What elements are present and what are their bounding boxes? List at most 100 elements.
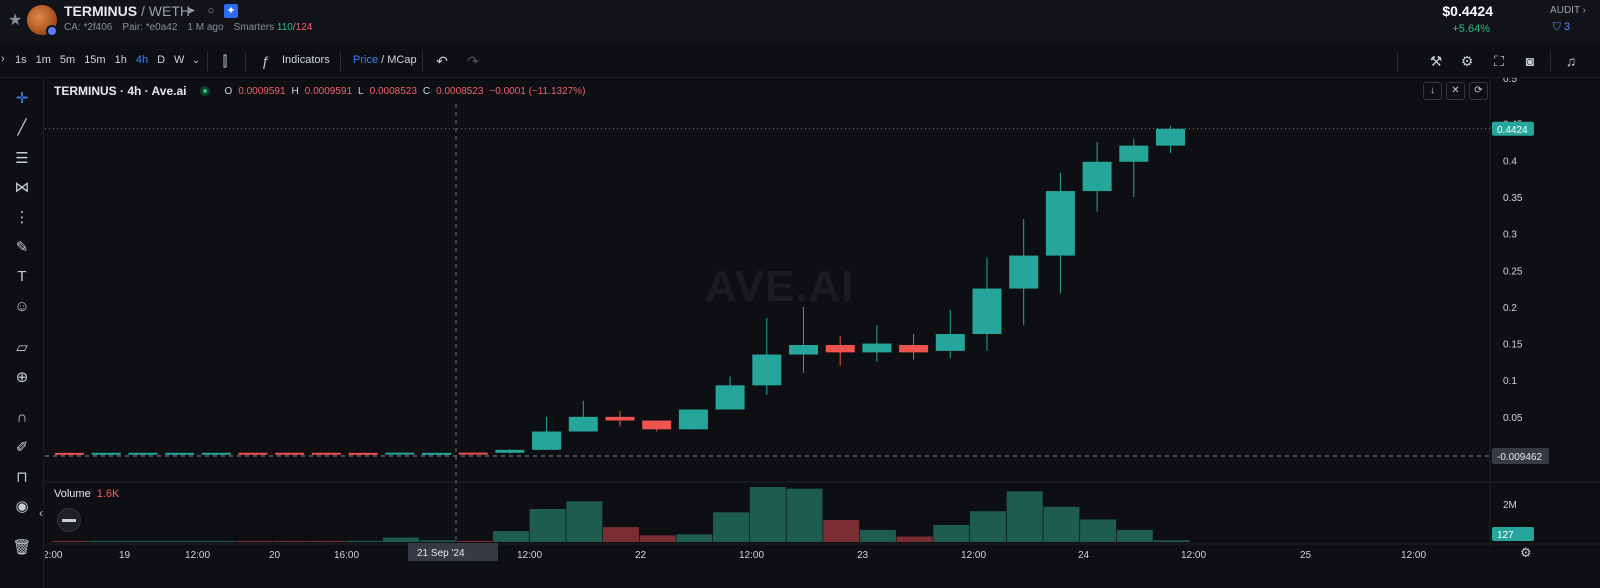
status-dot-icon bbox=[200, 86, 211, 96]
interval-15m[interactable]: 15m bbox=[84, 54, 106, 66]
chevron-left-icon[interactable]: ‹ bbox=[39, 506, 43, 520]
candle-body bbox=[238, 452, 268, 455]
chart-canvas[interactable]: 0.450.40.350.30.250.20.150.10.050.52M2:0… bbox=[43, 74, 1600, 588]
smarters-stat[interactable]: Smarters 110/124 bbox=[233, 22, 313, 33]
volume-bar bbox=[529, 509, 566, 542]
ruler-icon[interactable]: ▱ bbox=[16, 339, 28, 356]
volume-bar bbox=[566, 501, 603, 542]
volume-bar bbox=[676, 534, 713, 542]
price-chart[interactable]: 0.450.40.350.30.250.20.150.10.050.52M2:0… bbox=[39, 74, 1600, 588]
trend-line-icon[interactable]: ╱ bbox=[17, 119, 27, 136]
horizontal-lines-icon[interactable]: ☰ bbox=[15, 150, 29, 167]
price-mcap-toggle[interactable]: Price / MCap bbox=[353, 54, 417, 66]
magnet-icon[interactable]: ∩ bbox=[16, 409, 28, 426]
redo-icon[interactable]: ↷ bbox=[467, 53, 479, 69]
current-price: $0.4424 bbox=[1442, 3, 1493, 19]
volume-bar bbox=[309, 541, 346, 542]
twitter-icon[interactable]: ✦ bbox=[224, 4, 238, 18]
fx-icon[interactable]: ƒ bbox=[261, 53, 269, 69]
x-tick-label: 12:00 bbox=[517, 550, 542, 561]
volume-bar bbox=[970, 511, 1006, 542]
volume-bar bbox=[382, 537, 419, 542]
candle-body bbox=[532, 431, 562, 450]
interval-1m[interactable]: 1m bbox=[35, 54, 51, 66]
audit-count-value: 3 bbox=[1563, 21, 1570, 33]
crosshair-icon[interactable]: ✛ bbox=[15, 90, 29, 107]
candle-body bbox=[1156, 128, 1185, 146]
interval-D[interactable]: D bbox=[157, 54, 166, 66]
candle-body bbox=[605, 416, 635, 421]
eye-icon[interactable]: ◉ bbox=[15, 498, 29, 515]
arrow-down-icon[interactable]: ↓ bbox=[1423, 82, 1442, 100]
chevron-down-icon[interactable]: ⌄ bbox=[191, 55, 201, 66]
zoom-in-icon[interactable]: ⊕ bbox=[15, 369, 29, 386]
candle-body bbox=[385, 452, 415, 455]
interval-W[interactable]: W bbox=[174, 54, 185, 66]
audit-count[interactable]: ⛉ 3 bbox=[1553, 21, 1570, 34]
fullscreen-icon[interactable]: ⛶ bbox=[1494, 53, 1504, 69]
price-option[interactable]: Price bbox=[353, 54, 379, 66]
contract-address[interactable]: CA: *2f406 bbox=[64, 22, 113, 33]
low-value: 0.0008523 bbox=[369, 85, 417, 97]
trash-icon[interactable]: 🗑 bbox=[12, 539, 32, 556]
volume-legend: Volume 1.6K bbox=[54, 488, 119, 500]
interval-1s[interactable]: 1s bbox=[15, 54, 27, 66]
interval-5m[interactable]: 5m bbox=[59, 54, 76, 66]
y-tick-label: 0.05 bbox=[1503, 413, 1523, 424]
volume-bar bbox=[125, 541, 162, 542]
token-name: TERMINUS bbox=[64, 3, 138, 19]
pattern-icon[interactable]: ⋈ bbox=[14, 179, 30, 196]
y-tick-label: 0.2 bbox=[1503, 303, 1517, 314]
collapse-icon[interactable]: ✕ bbox=[1446, 82, 1465, 100]
volume-last-tag bbox=[1492, 527, 1534, 541]
lock-drawing-icon[interactable]: ✐ bbox=[15, 439, 29, 456]
volume-bar bbox=[419, 540, 456, 542]
volume-bar bbox=[199, 541, 236, 542]
x-tick-label: 12:00 bbox=[1181, 550, 1206, 561]
candle-body bbox=[165, 452, 195, 455]
pair-suffix: / WETH bbox=[137, 3, 191, 19]
fib-icon[interactable]: ⋮ bbox=[14, 209, 30, 226]
toolbar-divider bbox=[207, 51, 208, 71]
candle-body bbox=[935, 334, 965, 351]
interval-1h[interactable]: 1h bbox=[114, 54, 127, 66]
candle-body bbox=[422, 452, 451, 455]
candle-body bbox=[678, 409, 708, 430]
candle-body bbox=[495, 449, 525, 453]
text-icon[interactable]: T bbox=[17, 268, 27, 285]
volume-last-label: 127 bbox=[1497, 530, 1514, 541]
telegram-icon[interactable]: ➤ bbox=[186, 5, 196, 17]
candle-body bbox=[1009, 255, 1039, 289]
tools-icon[interactable]: ⚒ bbox=[1429, 53, 1443, 69]
indicators-button[interactable]: Indicators bbox=[282, 54, 330, 66]
volume-bar bbox=[492, 531, 529, 542]
axis-settings-icon[interactable]: ⚙ bbox=[1520, 545, 1532, 560]
volume-axis-label: 2M bbox=[1503, 500, 1517, 511]
x-tick-label: 23 bbox=[857, 550, 869, 561]
emoji-icon[interactable]: ☺ bbox=[14, 298, 30, 315]
volume-label: Volume bbox=[54, 488, 91, 500]
chart-toolbar: › 1s 1m 5m 15m 1h 4h D W ⌄ ⫿ ƒ Indicators Price… bbox=[0, 44, 1600, 78]
gear-icon[interactable]: ⚙ bbox=[1460, 53, 1474, 69]
interval-selector: 1s 1m 5m 15m 1h 4h D W bbox=[15, 54, 184, 66]
chevron-right-icon: › bbox=[1582, 5, 1586, 16]
audit-button[interactable]: AUDIT › bbox=[1550, 5, 1586, 16]
x-tick-label: 25 bbox=[1300, 550, 1312, 561]
interval-4h[interactable]: 4h bbox=[135, 54, 149, 66]
brush-icon[interactable]: ✎ bbox=[15, 239, 29, 256]
y-tick-label: 0.15 bbox=[1503, 340, 1523, 351]
candle-type-icon[interactable]: ⫿ bbox=[222, 53, 228, 69]
chevron-right-icon[interactable]: › bbox=[1, 53, 5, 65]
token-meta-row: CA: *2f406 Pair: *e0a42 1 M ago Smarters… bbox=[64, 22, 312, 33]
mcap-option[interactable]: MCap bbox=[387, 54, 417, 66]
volume-value: 1.6K bbox=[96, 488, 120, 500]
undo-icon[interactable]: ↶ bbox=[436, 53, 448, 69]
pair-address[interactable]: Pair: *e0a42 bbox=[122, 22, 178, 33]
camera-icon[interactable]: ◙ bbox=[1525, 53, 1535, 69]
star-icon[interactable]: ★ bbox=[8, 12, 23, 29]
bell-icon[interactable]: ♫ bbox=[1565, 53, 1577, 69]
x-tick-label: 12:00 bbox=[185, 550, 210, 561]
search-icon[interactable]: ○ bbox=[207, 5, 215, 17]
reset-icon[interactable]: ⟳ bbox=[1469, 82, 1488, 100]
lock-icon[interactable]: ⊓ bbox=[16, 469, 28, 486]
